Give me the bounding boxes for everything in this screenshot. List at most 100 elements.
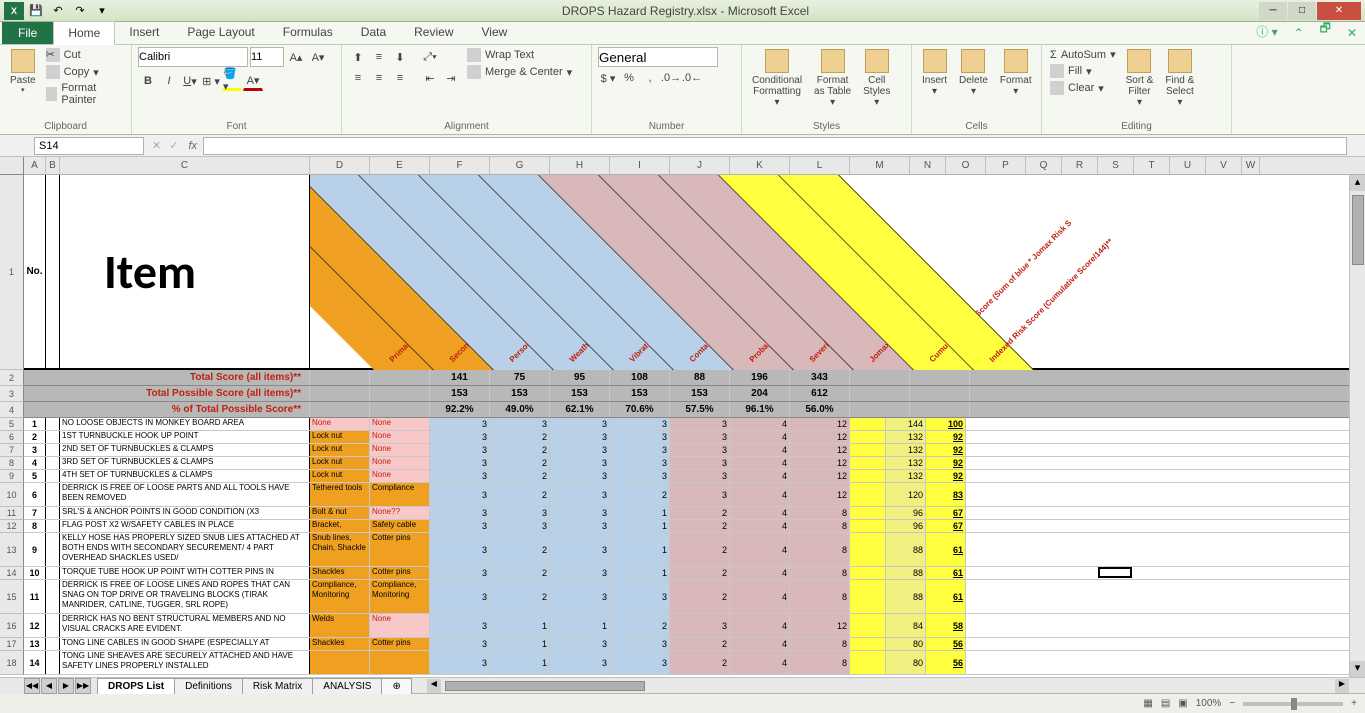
cell[interactable]: 4 <box>730 507 790 519</box>
scroll-down-icon[interactable]: ▾ <box>1350 661 1365 677</box>
cell[interactable]: 80 <box>886 638 926 650</box>
cell[interactable]: 12 <box>790 470 850 482</box>
cell[interactable]: 3 <box>670 457 730 469</box>
row-header[interactable]: 14 <box>0 567 24 580</box>
col-header-F[interactable]: F <box>430 157 490 174</box>
cell[interactable]: 4 <box>730 533 790 566</box>
table-row[interactable]: 21ST TURNBUCKLE HOOK UP POINTLock nutNon… <box>24 431 1365 444</box>
cell[interactable]: 120 <box>886 483 926 506</box>
cell[interactable]: 3 <box>550 580 610 613</box>
cell[interactable]: 2 <box>670 567 730 579</box>
cell[interactable]: 1 <box>610 507 670 519</box>
clear-button[interactable]: Clear ▾ <box>1048 80 1118 96</box>
zoom-slider[interactable] <box>1243 702 1343 706</box>
name-box[interactable] <box>34 137 144 155</box>
col-header-W[interactable]: W <box>1242 157 1260 174</box>
cell[interactable]: 4 <box>730 567 790 579</box>
underline-button[interactable]: U ▾ <box>180 71 200 91</box>
scroll-left-icon[interactable]: ◀ <box>427 679 441 693</box>
col-header-S[interactable]: S <box>1098 157 1134 174</box>
cell[interactable]: Welds <box>310 614 370 637</box>
table-row[interactable]: 8FLAG POST X2 W/SAFETY CABLES IN PLACEBr… <box>24 520 1365 533</box>
cell[interactable]: 3 <box>670 470 730 482</box>
cell[interactable]: 3 <box>490 520 550 532</box>
cell[interactable]: 4 <box>730 483 790 506</box>
fill-button[interactable]: Fill ▾ <box>1048 63 1118 79</box>
cell[interactable]: 2 <box>490 580 550 613</box>
col-header-B[interactable]: B <box>46 157 60 174</box>
cell[interactable] <box>850 418 886 430</box>
cell[interactable]: 13 <box>24 638 46 650</box>
cell[interactable]: 4 <box>730 651 790 674</box>
view-normal-icon[interactable]: ▦ <box>1143 698 1152 709</box>
col-header-M[interactable]: M <box>850 157 910 174</box>
cell[interactable]: 3 <box>670 444 730 456</box>
cell[interactable]: 2 <box>490 457 550 469</box>
cell[interactable]: None <box>370 418 430 430</box>
cell[interactable]: 144 <box>886 418 926 430</box>
cell[interactable]: 83 <box>926 483 966 506</box>
cell[interactable]: 1ST TURNBUCKLE HOOK UP POINT <box>60 431 310 443</box>
cell[interactable]: 3 <box>490 418 550 430</box>
ribbon-tab-review[interactable]: Review <box>400 21 467 44</box>
cell[interactable] <box>46 567 60 579</box>
scroll-up-icon[interactable]: ▴ <box>1350 175 1365 191</box>
cell[interactable]: 3 <box>430 470 490 482</box>
cell[interactable]: Lock nut <box>310 470 370 482</box>
cell[interactable]: Lock nut <box>310 431 370 443</box>
cell[interactable]: 3 <box>610 470 670 482</box>
new-sheet-button[interactable]: ⊕ <box>381 678 411 694</box>
row-header[interactable]: 3 <box>0 386 24 402</box>
cell[interactable]: 3 <box>430 483 490 506</box>
cell[interactable]: 3 <box>610 418 670 430</box>
cell[interactable] <box>850 483 886 506</box>
cell[interactable]: 1 <box>550 614 610 637</box>
cell[interactable] <box>46 614 60 637</box>
cell[interactable]: 96 <box>886 520 926 532</box>
row-header[interactable]: 11 <box>0 507 24 520</box>
cell[interactable]: 1 <box>610 533 670 566</box>
help-icon[interactable]: ⓘ ▾ <box>1248 19 1285 44</box>
cell[interactable]: 3 <box>550 533 610 566</box>
zoom-in-icon[interactable]: + <box>1351 698 1357 709</box>
cell[interactable] <box>46 580 60 613</box>
vertical-scrollbar[interactable]: ▴ ▾ <box>1349 175 1365 677</box>
cell[interactable]: 8 <box>790 580 850 613</box>
cell[interactable]: Lock nut <box>310 457 370 469</box>
cell[interactable]: 3 <box>610 457 670 469</box>
col-header-H[interactable]: H <box>550 157 610 174</box>
cell[interactable]: 3 <box>550 431 610 443</box>
cell[interactable]: 3 <box>430 520 490 532</box>
row-header[interactable]: 15 <box>0 580 24 614</box>
cell[interactable]: 2 <box>670 638 730 650</box>
cell[interactable]: 4 <box>730 444 790 456</box>
percent-icon[interactable]: % <box>619 68 639 88</box>
cell[interactable]: 2 <box>490 444 550 456</box>
align-bottom-icon[interactable]: ⬇ <box>390 47 410 67</box>
cell[interactable]: 132 <box>886 444 926 456</box>
shrink-font-icon[interactable]: A▾ <box>308 47 328 67</box>
table-row[interactable]: 12DERRICK HAS NO BENT STRUCTURAL MEMBERS… <box>24 614 1365 638</box>
last-sheet-icon[interactable]: ▶▶ <box>75 678 91 694</box>
cell[interactable]: 2 <box>490 483 550 506</box>
cell[interactable]: 1 <box>610 520 670 532</box>
cell[interactable]: SRL'S & ANCHOR POINTS IN GOOD CONDITION … <box>60 507 310 519</box>
cell[interactable]: 4 <box>730 470 790 482</box>
undo-icon[interactable]: ↶ <box>48 2 68 20</box>
cell[interactable]: 5 <box>24 470 46 482</box>
increase-indent-icon[interactable]: ⇥ <box>441 68 461 88</box>
row-header[interactable]: 13 <box>0 533 24 567</box>
zoom-level[interactable]: 100% <box>1196 698 1222 709</box>
row-header[interactable]: 2 <box>0 370 24 386</box>
cell[interactable] <box>46 470 60 482</box>
cell[interactable]: Lock nut <box>310 444 370 456</box>
font-name-select[interactable] <box>138 47 248 67</box>
cell[interactable]: 3 <box>670 418 730 430</box>
ribbon-tab-insert[interactable]: Insert <box>115 21 173 44</box>
cell[interactable]: None <box>310 418 370 430</box>
cell[interactable]: None <box>370 431 430 443</box>
cell[interactable]: 8 <box>24 520 46 532</box>
cell[interactable]: 1 <box>490 638 550 650</box>
cell[interactable]: 132 <box>886 457 926 469</box>
cell[interactable]: Shackles <box>310 567 370 579</box>
